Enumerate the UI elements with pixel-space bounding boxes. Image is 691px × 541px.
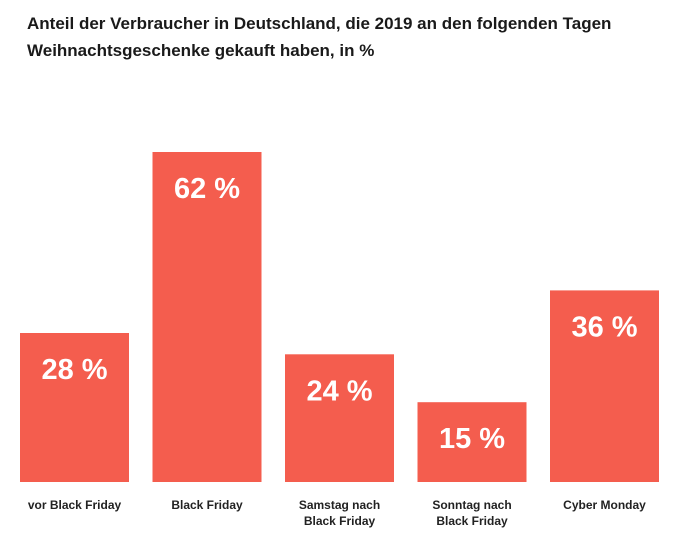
bar-4: [550, 290, 659, 482]
category-label-2-line-1: Black Friday: [304, 514, 376, 528]
bar-0: [20, 333, 129, 482]
value-label-3: 15 %: [439, 423, 505, 455]
bar-1: [152, 152, 262, 482]
category-label-3-line-1: Black Friday: [436, 514, 508, 528]
chart-title-line-1: Anteil der Verbraucher in Deutschland, d…: [27, 14, 612, 33]
bar-2: [285, 354, 394, 482]
category-label-1: Black Friday: [171, 498, 243, 512]
category-label-3-line-0: Sonntag nach: [432, 498, 511, 512]
value-label-4: 36 %: [571, 311, 637, 343]
bar-3: [417, 402, 527, 482]
value-label-2: 24 %: [306, 375, 372, 407]
chart-title: Anteil der Verbraucher in Deutschland, d…: [27, 10, 667, 64]
category-label-0: vor Black Friday: [28, 498, 122, 512]
value-label-0: 28 %: [41, 354, 107, 386]
chart-title-line-2: Weihnachtsgeschenke gekauft haben, in %: [27, 41, 375, 60]
category-label-4: Cyber Monday: [563, 498, 646, 512]
category-label-2-line-0: Samstag nach: [299, 498, 380, 512]
value-label-1: 62 %: [174, 173, 240, 205]
